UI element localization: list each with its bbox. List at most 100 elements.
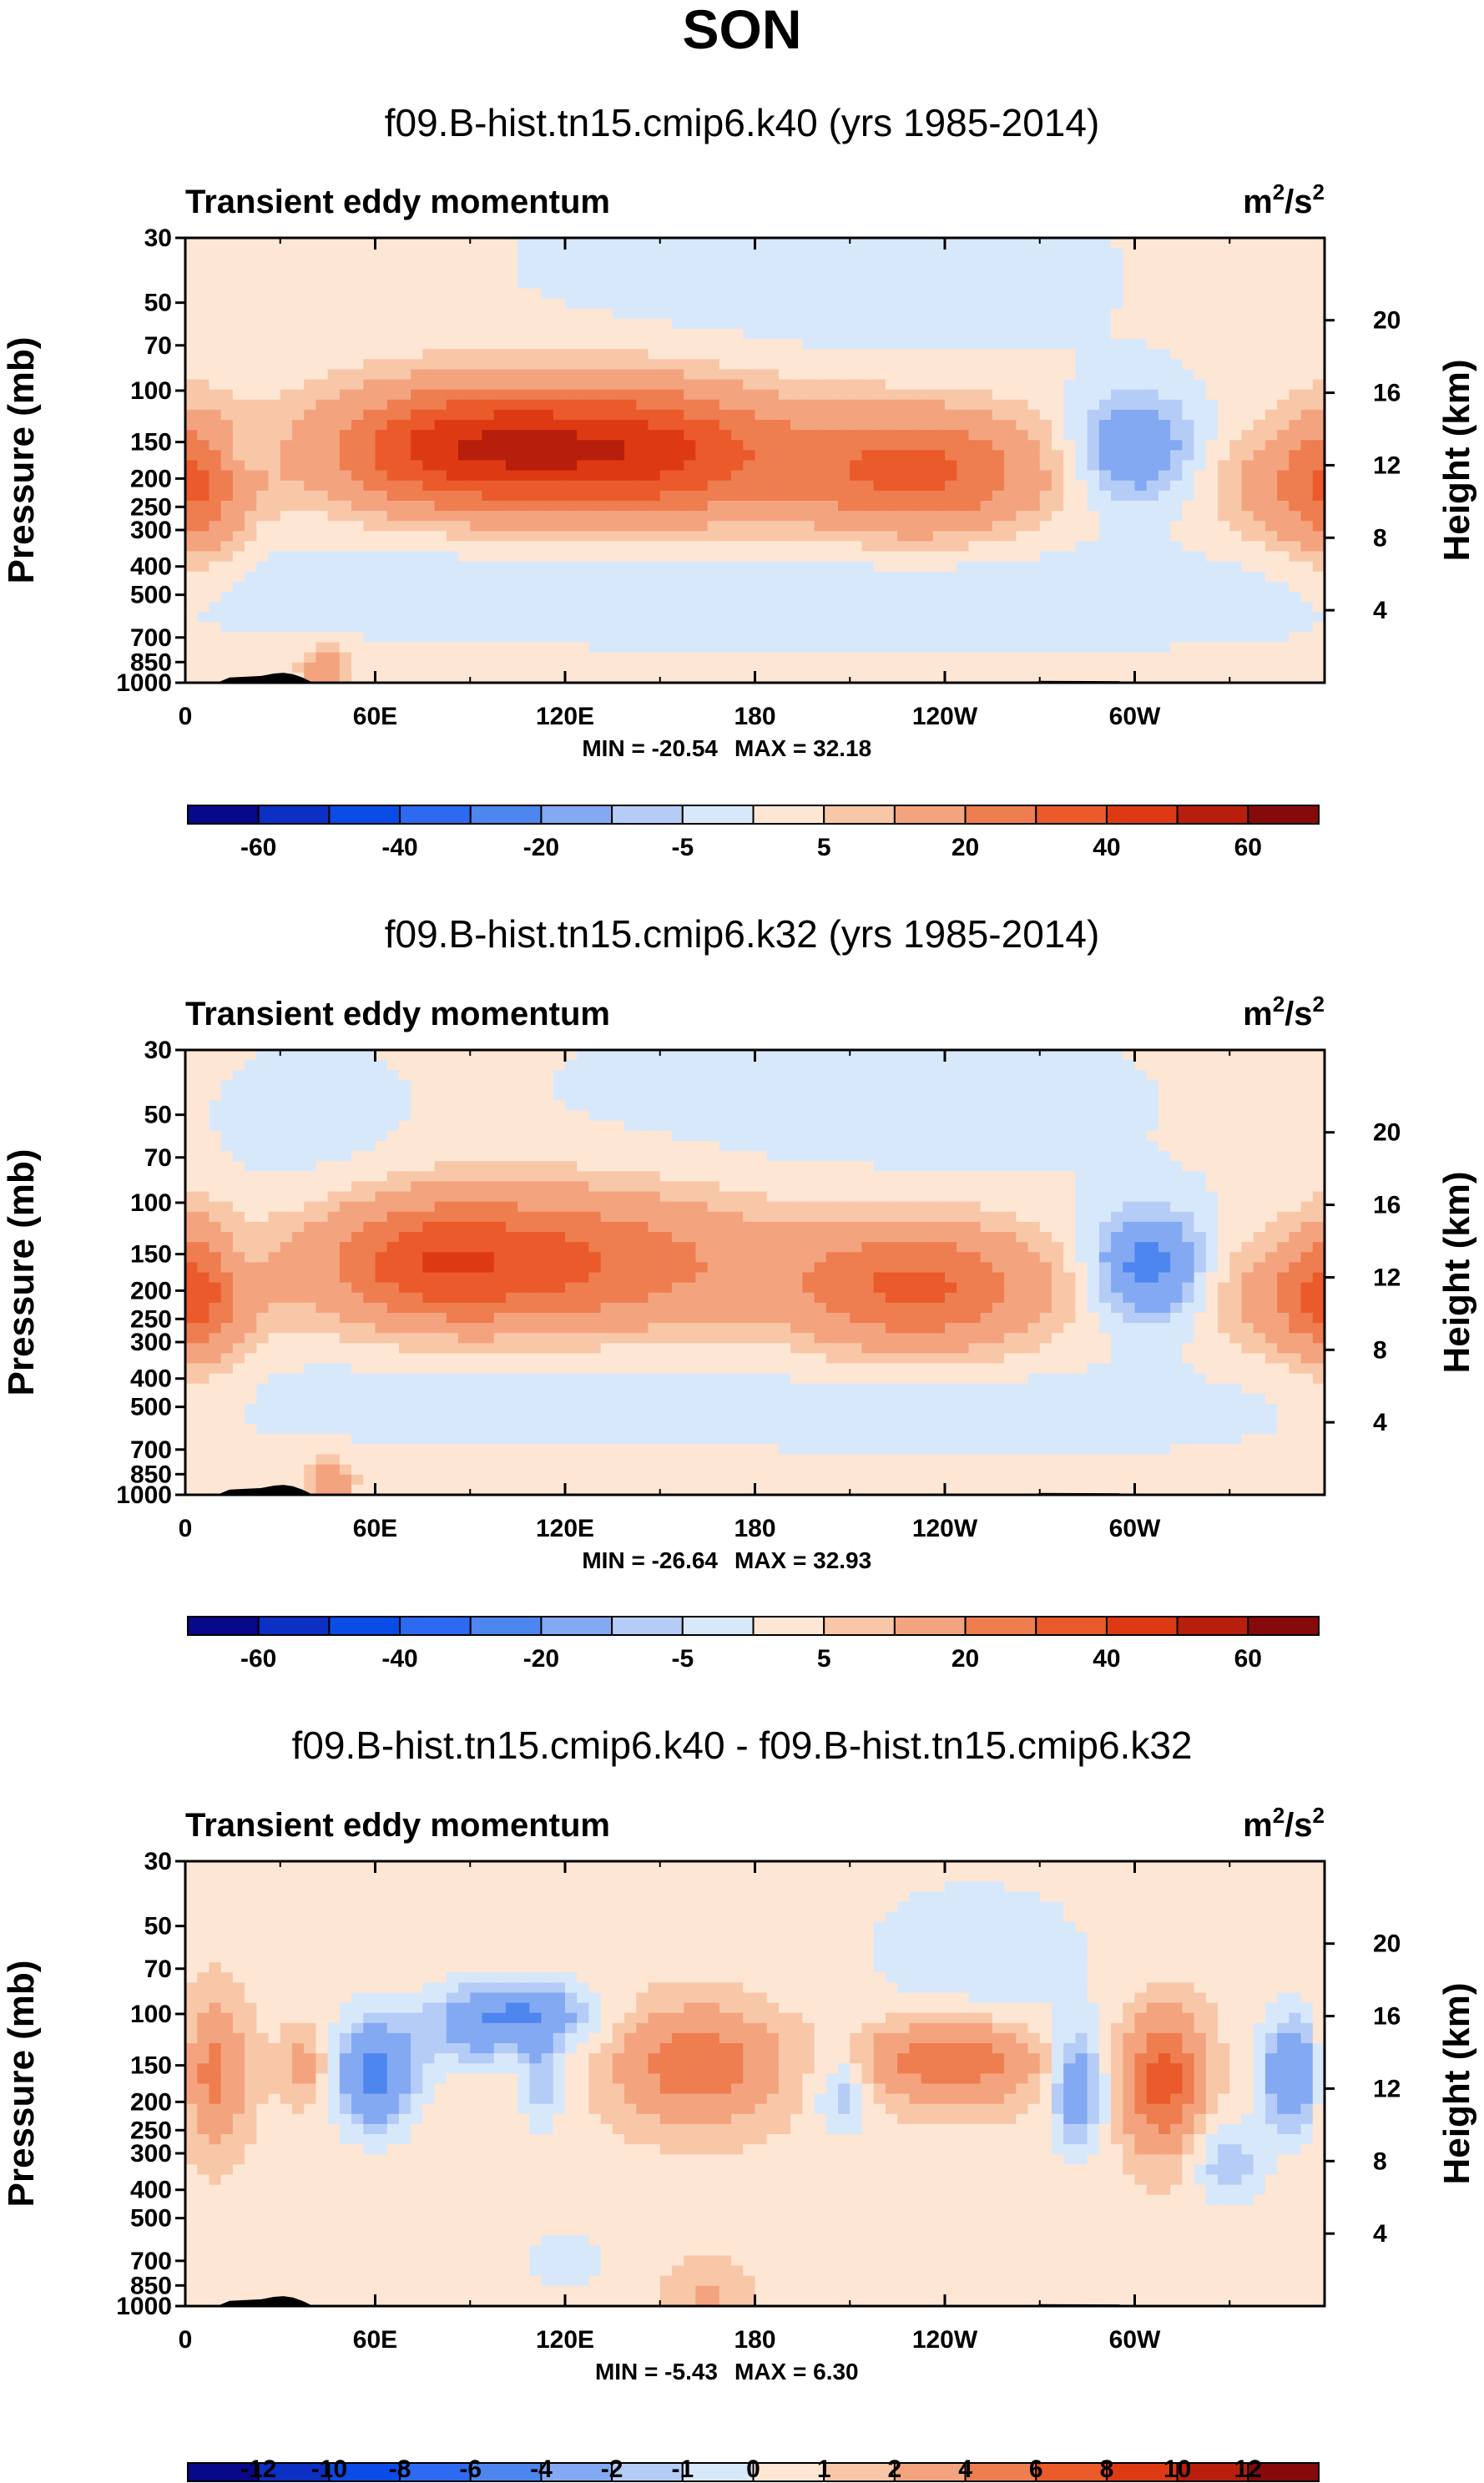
heatmap-cell	[280, 1090, 293, 1102]
heatmap-cell	[731, 612, 744, 623]
heatmap-cell	[197, 1070, 210, 1081]
heatmap-cell	[422, 288, 436, 300]
heatmap-cell	[909, 440, 922, 451]
heatmap-cell	[541, 1080, 554, 1092]
heatmap-cell	[1134, 1090, 1148, 1102]
heatmap-cell	[1300, 622, 1314, 633]
heatmap-cell	[600, 339, 613, 350]
heatmap-cell	[565, 1110, 578, 1122]
heatmap-cell	[209, 642, 222, 654]
heatmap-cell	[790, 389, 803, 401]
heatmap-cell	[1277, 642, 1290, 654]
heatmap-cell	[980, 430, 993, 441]
heatmap-cell	[411, 399, 423, 411]
heatmap-cell	[1051, 490, 1064, 502]
heatmap-cell	[315, 632, 329, 643]
heatmap-cell	[245, 1110, 257, 1122]
heatmap-cell	[446, 389, 459, 401]
heatmap-cell	[695, 652, 709, 664]
heatmap-cell	[446, 612, 459, 623]
heatmap-cell	[636, 480, 649, 492]
heatmap-cell	[1289, 1060, 1302, 1071]
heatmap-cell	[1039, 531, 1052, 543]
heatmap-cell	[386, 389, 400, 401]
heatmap-cell	[612, 308, 625, 320]
heatmap-cell	[1170, 1050, 1183, 1061]
heatmap-cell	[398, 561, 411, 573]
heatmap-cell	[873, 1090, 886, 1102]
heatmap-cell	[1253, 561, 1266, 573]
heatmap-cell	[386, 531, 400, 543]
heatmap-cell	[802, 521, 815, 532]
heatmap-cell	[470, 298, 483, 310]
heatmap-cell	[1277, 379, 1290, 391]
heatmap-cell	[957, 632, 970, 643]
heatmap-cell	[565, 642, 578, 654]
heatmap-cell	[814, 1060, 827, 1071]
heatmap-cell	[885, 288, 898, 300]
heatmap-cell	[1075, 551, 1088, 563]
heatmap-cell	[909, 480, 922, 492]
heatmap-cell	[1075, 1080, 1088, 1092]
heatmap-cell	[315, 622, 329, 633]
heatmap-cell	[1205, 318, 1219, 330]
heatmap-cell	[778, 420, 791, 431]
heatmap-cell	[1300, 1080, 1314, 1092]
heatmap-cell	[1205, 298, 1219, 310]
heatmap-cell	[256, 541, 270, 553]
heatmap-cell	[802, 440, 815, 451]
heatmap-cell	[363, 268, 376, 280]
heatmap-cell	[411, 308, 423, 320]
heatmap-cell	[1039, 561, 1052, 573]
heatmap-cell	[197, 430, 210, 441]
heatmap-cell	[185, 329, 198, 340]
heatmap-cell	[268, 632, 281, 643]
heatmap-cell	[220, 1100, 234, 1112]
heatmap-cell	[1063, 318, 1077, 330]
heatmap-cell	[1063, 329, 1077, 340]
heatmap-cell	[446, 460, 459, 472]
heatmap-cell	[885, 450, 898, 462]
heatmap-cell	[1063, 389, 1077, 401]
heatmap-cell	[992, 399, 1005, 411]
heatmap-cell	[814, 420, 827, 431]
heatmap-cell	[304, 612, 317, 623]
heatmap-cell	[648, 248, 661, 259]
heatmap-cell	[1027, 258, 1041, 269]
heatmap-cell	[1264, 1050, 1278, 1061]
heatmap-cell	[434, 318, 447, 330]
heatmap-cell	[268, 379, 281, 391]
heatmap-cell	[1134, 632, 1148, 643]
heatmap-cell	[1004, 318, 1017, 330]
heatmap-cell	[1229, 561, 1243, 573]
heatmap-cell	[482, 531, 495, 543]
heatmap-cell	[684, 349, 697, 360]
heatmap-cell	[1111, 652, 1123, 664]
heatmap-cell	[245, 480, 257, 492]
heatmap-cell	[659, 581, 673, 593]
heatmap-cell	[992, 571, 1005, 583]
heatmap-cell	[280, 662, 293, 674]
heatmap-cell	[731, 399, 744, 411]
heatmap-cell	[909, 339, 922, 350]
heatmap-cell	[209, 349, 222, 360]
heatmap-cell	[232, 349, 245, 360]
heatmap-cell	[648, 551, 661, 563]
heatmap-cell	[873, 571, 886, 583]
heatmap-cell	[945, 490, 957, 502]
heatmap-cell	[291, 238, 305, 249]
heatmap-cell	[470, 1090, 483, 1102]
heatmap-cell	[766, 1090, 780, 1102]
heatmap-cell	[529, 642, 543, 654]
heatmap-cell	[1277, 308, 1290, 320]
heatmap-cell	[1075, 480, 1088, 492]
heatmap-cell	[422, 672, 436, 684]
right-tick-label: 4	[1373, 597, 1387, 624]
heatmap-cell	[209, 248, 222, 259]
heatmap-cell	[1194, 1060, 1207, 1071]
heatmap-cell	[707, 561, 720, 573]
heatmap-cell	[197, 602, 210, 613]
heatmap-cell	[327, 349, 341, 360]
heatmap-cell	[565, 238, 578, 249]
heatmap-cell	[517, 430, 530, 441]
